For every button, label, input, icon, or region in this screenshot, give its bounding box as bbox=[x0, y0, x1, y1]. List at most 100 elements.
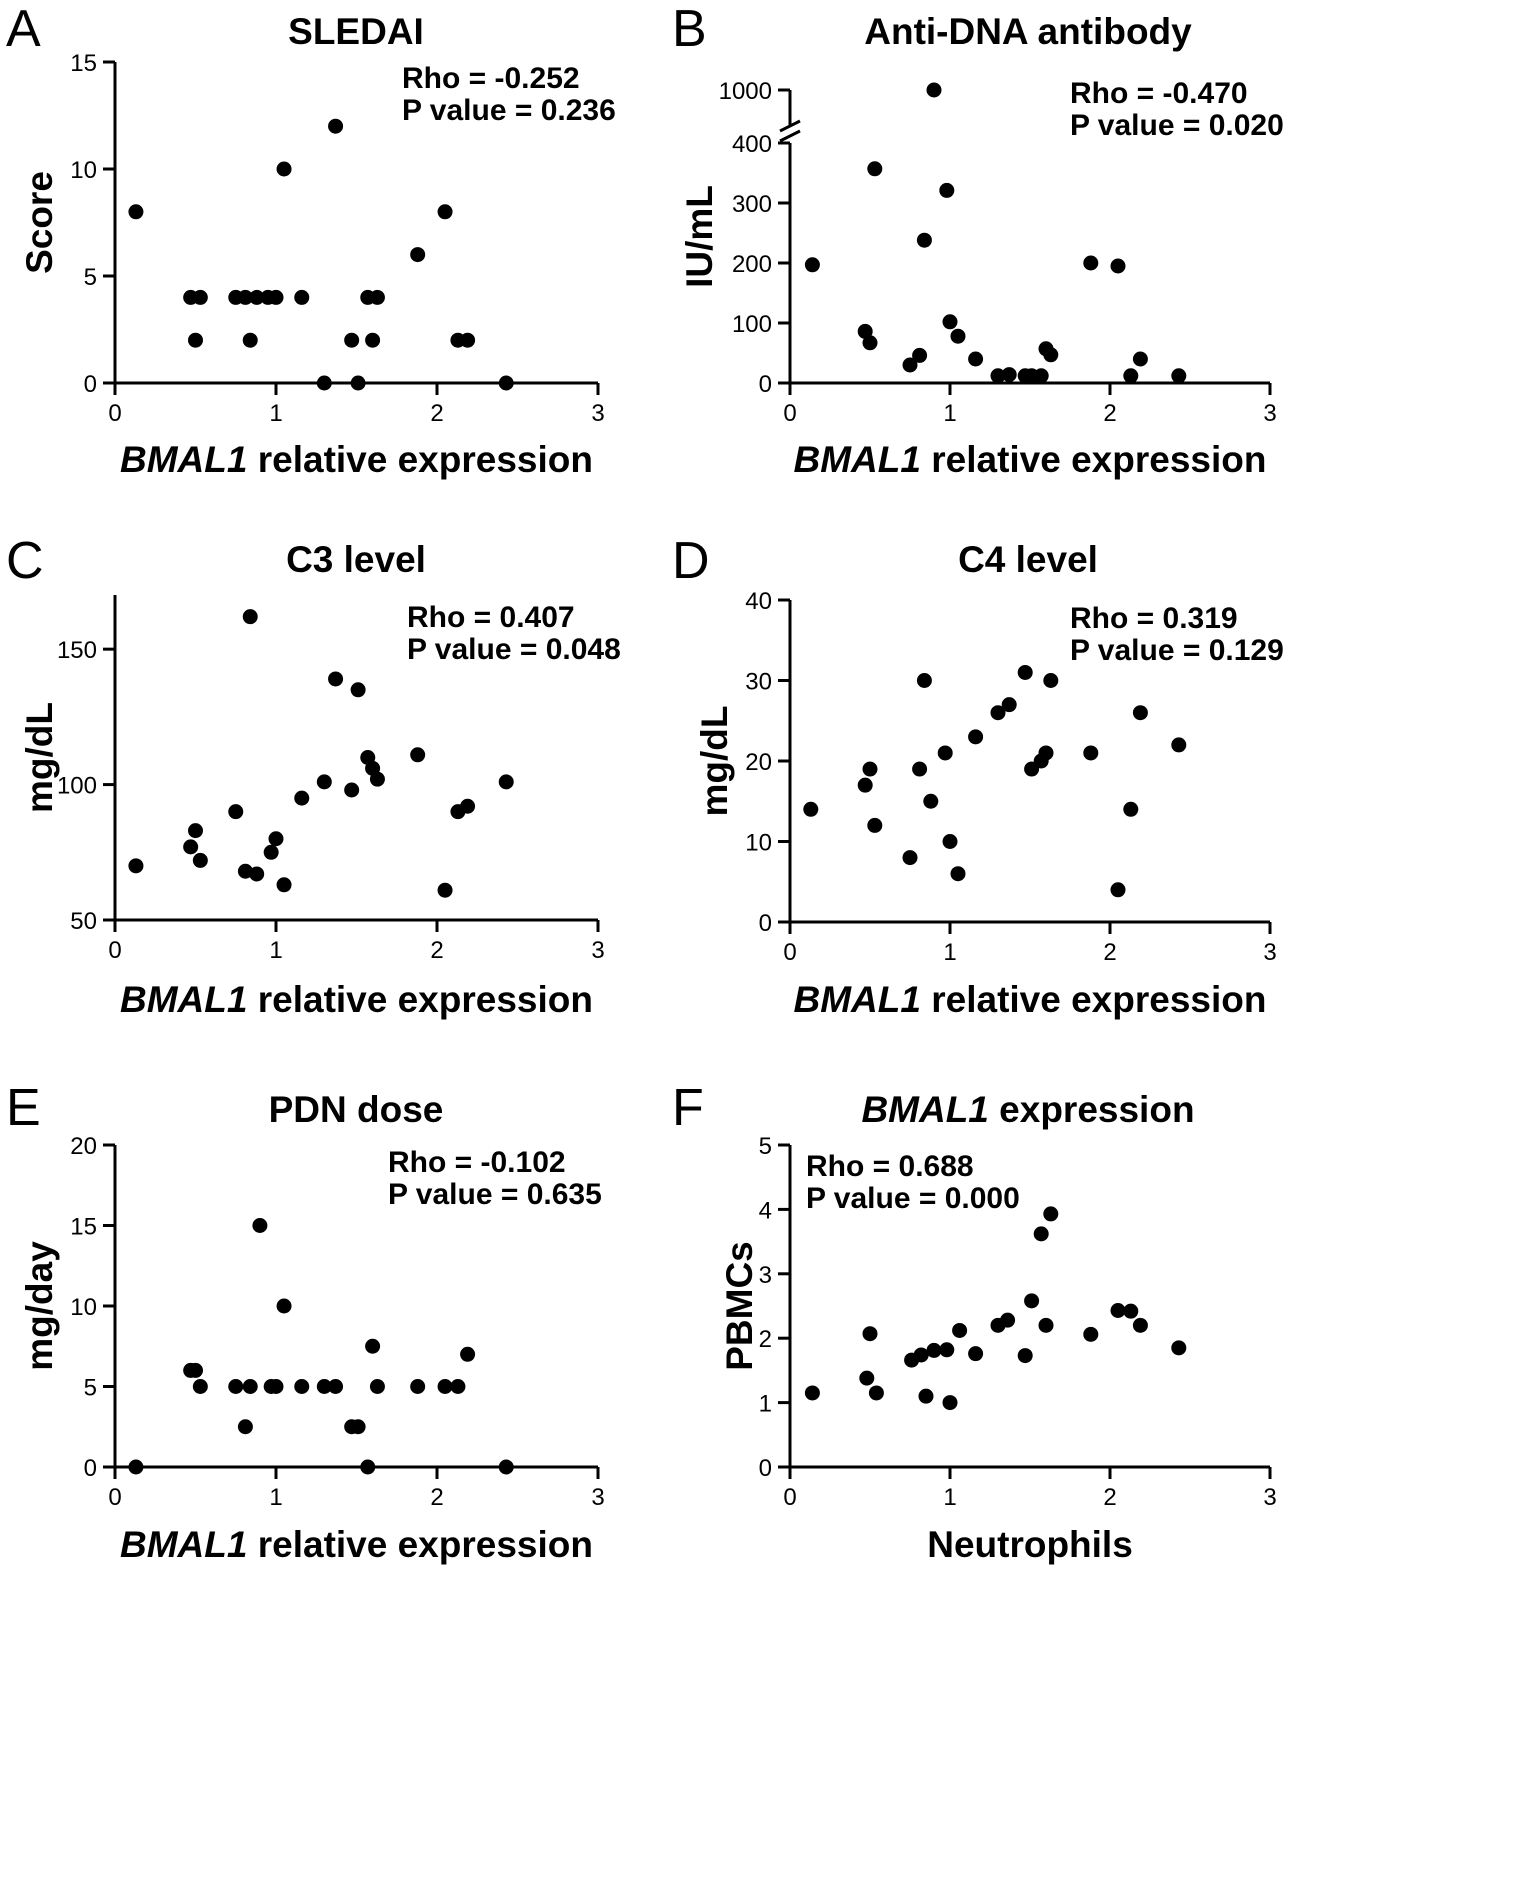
data-point bbox=[249, 289, 265, 305]
data-point bbox=[276, 161, 292, 177]
data-point bbox=[1110, 1303, 1126, 1319]
x-tick-label: 0 bbox=[108, 937, 121, 964]
x-tick-label: 3 bbox=[591, 400, 604, 427]
x-axis-label: BMAL1 relative expression bbox=[794, 439, 1267, 480]
data-point bbox=[1132, 705, 1148, 721]
data-point bbox=[1110, 258, 1126, 274]
x-tick-label: 1 bbox=[269, 937, 282, 964]
data-point bbox=[1123, 1303, 1139, 1319]
data-point bbox=[1000, 1312, 1016, 1328]
x-tick-label: 3 bbox=[591, 937, 604, 964]
data-point bbox=[498, 774, 514, 790]
y-tick-label: 0 bbox=[759, 910, 772, 937]
data-point bbox=[188, 823, 203, 839]
data-point bbox=[410, 247, 426, 263]
data-point bbox=[268, 1379, 284, 1394]
data-point bbox=[1083, 745, 1099, 761]
data-point bbox=[410, 1379, 426, 1394]
data-point bbox=[1038, 745, 1054, 761]
data-point bbox=[344, 332, 360, 348]
data-point bbox=[1038, 1317, 1054, 1333]
data-point bbox=[437, 882, 453, 898]
data-point bbox=[294, 1379, 310, 1394]
y-tick-label: 1000 bbox=[719, 78, 772, 105]
data-point bbox=[1083, 255, 1099, 271]
data-point bbox=[437, 1379, 453, 1394]
y-axis-label: mg/day bbox=[19, 1241, 60, 1371]
p-value-annotation: P value = 0.635 bbox=[388, 1178, 602, 1211]
data-point bbox=[242, 609, 258, 625]
data-point bbox=[192, 289, 208, 305]
p-value-annotation: P value = 0.048 bbox=[407, 633, 621, 666]
data-point bbox=[913, 1347, 929, 1363]
y-tick-label: 20 bbox=[70, 1133, 97, 1160]
data-point bbox=[1083, 1326, 1099, 1342]
data-point bbox=[128, 204, 144, 220]
data-point bbox=[857, 777, 873, 793]
x-tick-label: 2 bbox=[1103, 1484, 1116, 1511]
data-point bbox=[350, 1419, 366, 1435]
data-point bbox=[916, 673, 932, 688]
y-tick-label: 300 bbox=[732, 191, 772, 218]
data-point bbox=[952, 1322, 968, 1338]
x-tick-label: 1 bbox=[943, 939, 956, 966]
data-point bbox=[1123, 368, 1139, 384]
data-point bbox=[804, 257, 820, 273]
data-point bbox=[350, 375, 366, 391]
x-tick-label: 0 bbox=[783, 1484, 796, 1511]
x-tick-label: 1 bbox=[943, 1484, 956, 1511]
data-point bbox=[939, 182, 955, 198]
y-axis-label: IU/mL bbox=[679, 185, 720, 288]
x-axis-label: BMAL1 relative expression bbox=[120, 979, 593, 1020]
data-point bbox=[926, 1342, 942, 1358]
data-point bbox=[1017, 1348, 1033, 1364]
data-point bbox=[369, 1379, 385, 1394]
data-point bbox=[350, 682, 366, 698]
y-tick-label: 4 bbox=[759, 1197, 772, 1224]
chart-title: BMAL1 expression bbox=[861, 1089, 1194, 1130]
data-point bbox=[360, 1459, 376, 1475]
x-tick-label: 2 bbox=[1103, 400, 1116, 427]
y-tick-label: 0 bbox=[84, 371, 97, 398]
data-point bbox=[294, 790, 310, 806]
data-point bbox=[249, 866, 265, 882]
data-point bbox=[1132, 1317, 1148, 1333]
data-point bbox=[868, 1385, 884, 1401]
panel-c: C C3 level 0 1 2 3 50 100 150 mg/dL BMAL1 relative… bbox=[6, 532, 621, 1020]
data-point bbox=[990, 705, 1006, 721]
p-value-annotation: P value = 0.020 bbox=[1070, 109, 1284, 142]
panel-a: A SLEDAI 0 1 2 3 0 5 10 15 Score BMAL1 relative exp… bbox=[6, 0, 616, 480]
y-axis-label: mg/dL bbox=[19, 702, 60, 813]
chart-title: C3 level bbox=[286, 539, 426, 580]
x-tick-label: 3 bbox=[1263, 1484, 1276, 1511]
p-value-annotation: P value = 0.000 bbox=[806, 1182, 1020, 1215]
y-axis-label: mg/dL bbox=[694, 706, 735, 817]
data-point bbox=[242, 332, 258, 348]
x-tick-label: 2 bbox=[430, 400, 443, 427]
p-value-annotation: P value = 0.236 bbox=[402, 94, 616, 127]
data-point bbox=[460, 1346, 476, 1362]
data-point bbox=[942, 834, 958, 849]
data-point bbox=[867, 161, 883, 177]
data-point bbox=[804, 1385, 820, 1401]
data-point bbox=[968, 351, 984, 367]
rho-annotation: Rho = -0.470 bbox=[1070, 77, 1248, 110]
data-point bbox=[1001, 697, 1017, 713]
data-point bbox=[188, 1362, 203, 1378]
data-point bbox=[1001, 367, 1017, 383]
axis-break-mark bbox=[779, 129, 801, 143]
data-point bbox=[228, 804, 244, 820]
x-tick-label: 1 bbox=[269, 1484, 282, 1511]
y-tick-label: 15 bbox=[70, 50, 97, 77]
y-tick-label: 100 bbox=[732, 311, 772, 338]
data-point bbox=[937, 745, 953, 761]
data-point bbox=[926, 82, 942, 98]
y-tick-label: 40 bbox=[745, 588, 772, 615]
data-point bbox=[268, 831, 284, 847]
data-point bbox=[939, 1342, 955, 1358]
y-tick-label: 20 bbox=[745, 749, 772, 776]
data-point bbox=[942, 314, 958, 330]
data-point bbox=[1132, 351, 1148, 367]
y-tick-label: 0 bbox=[84, 1455, 97, 1482]
y-axis-label: PBMCs bbox=[719, 1241, 760, 1371]
